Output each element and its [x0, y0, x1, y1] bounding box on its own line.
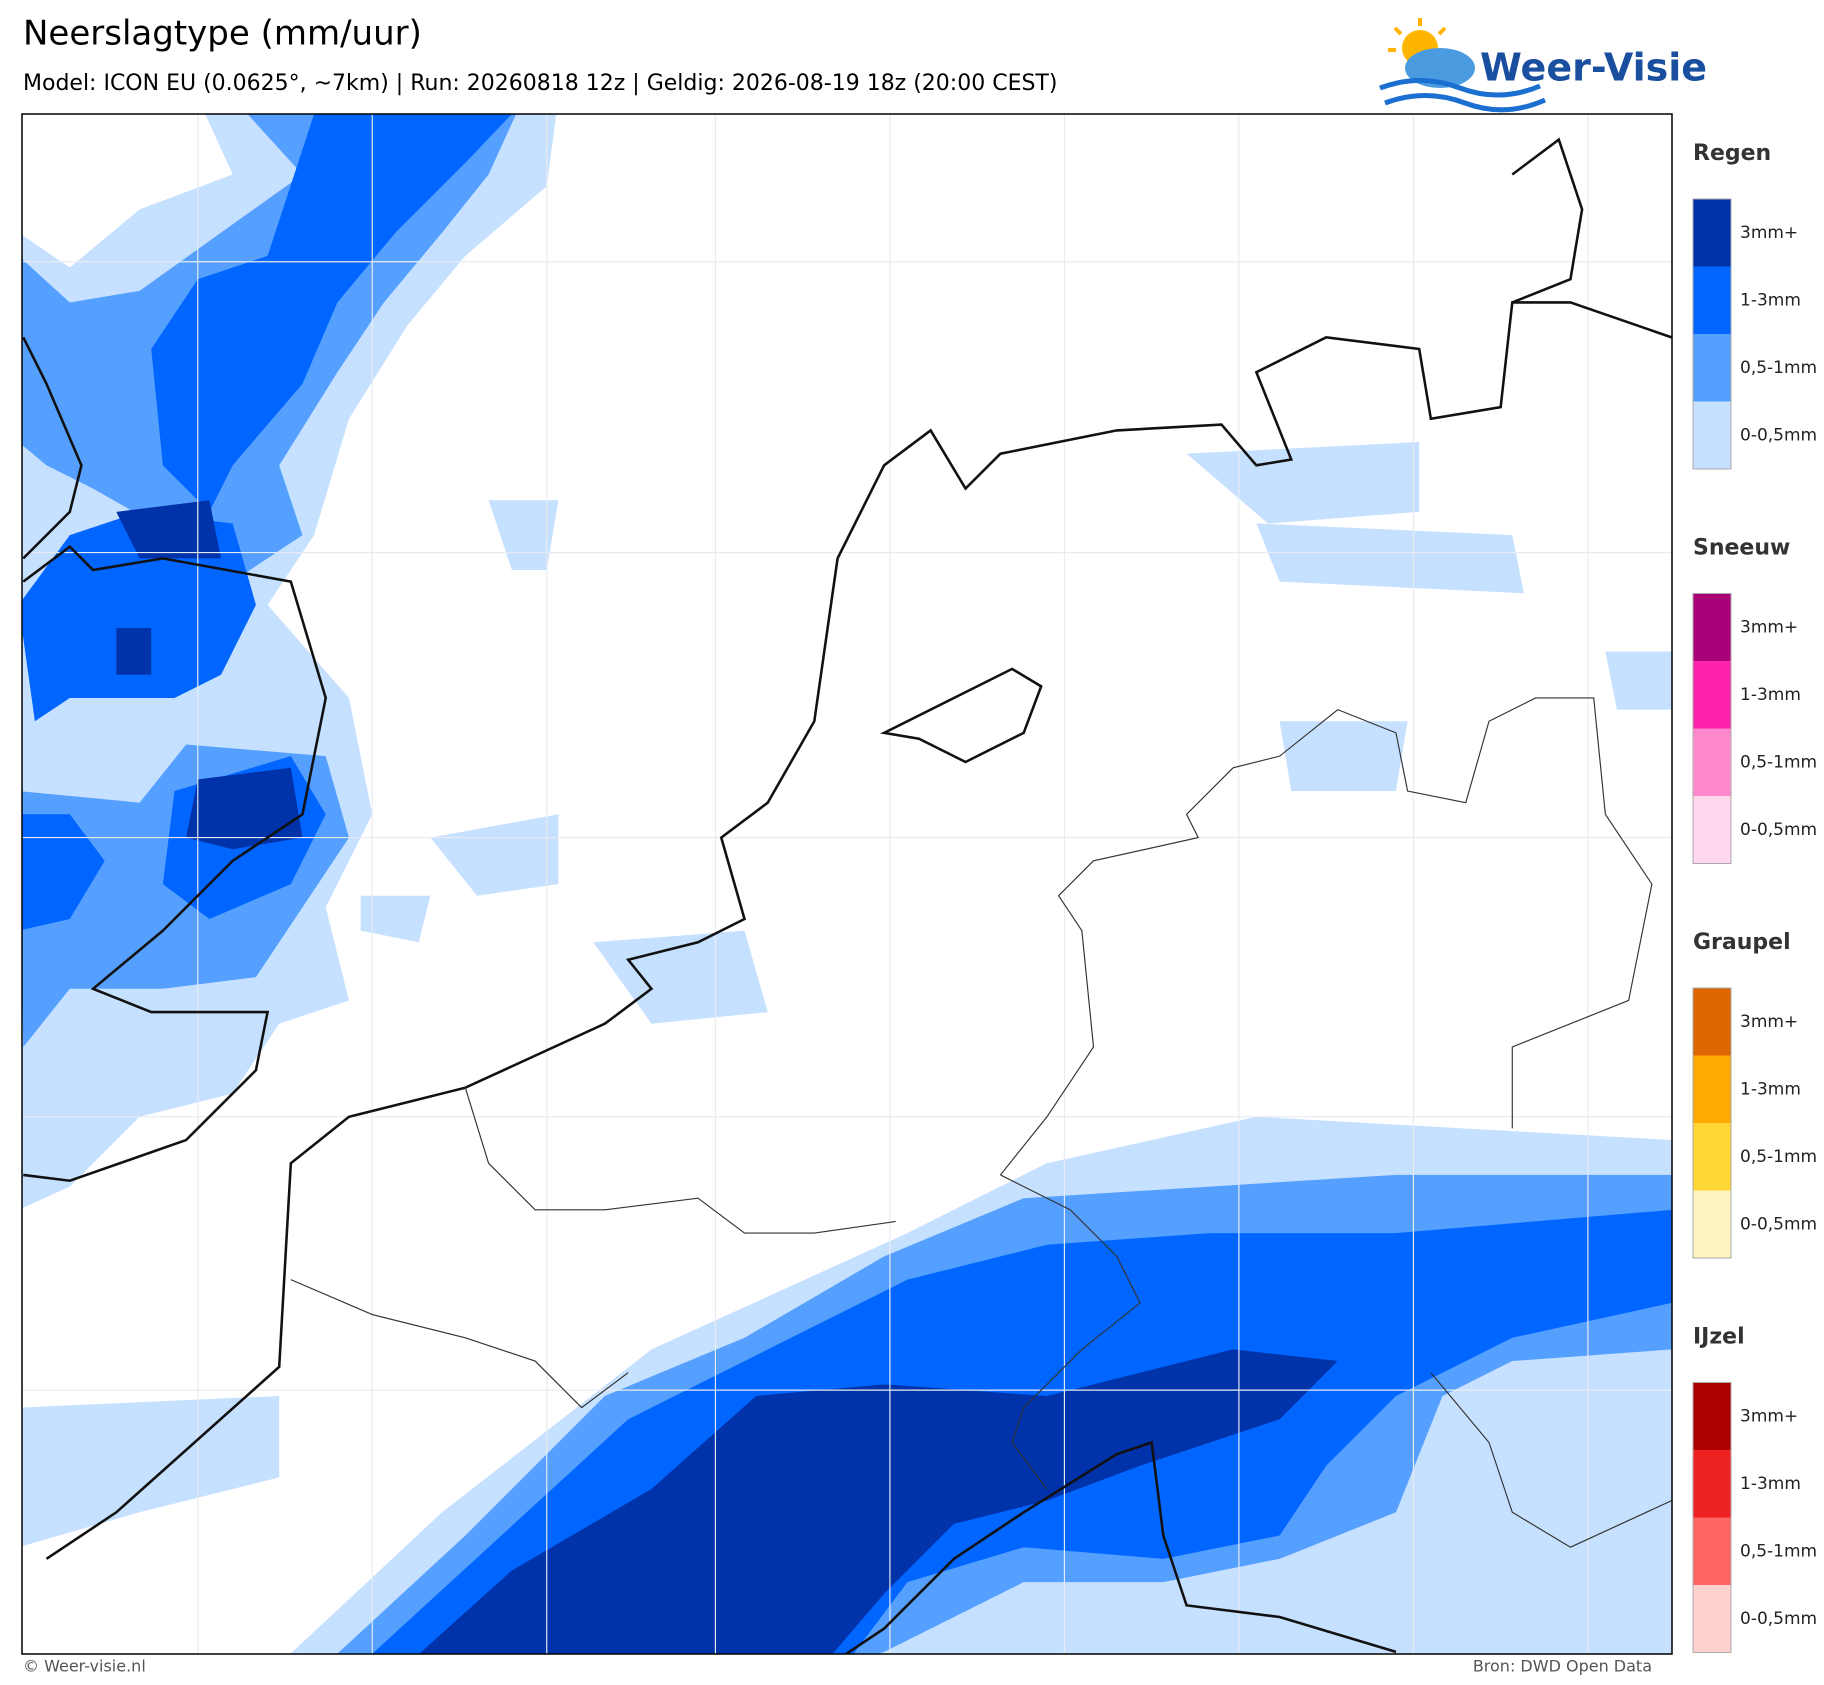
legend-label: 0,5-1mm	[1740, 1541, 1817, 1561]
legend-swatch	[1693, 1517, 1731, 1585]
legend-swatch	[1693, 266, 1731, 334]
legend-swatch	[1693, 728, 1731, 796]
logo: Weer-Visie	[1379, 18, 1707, 113]
legend-label: 3mm+	[1740, 1012, 1798, 1032]
legend-label: 1-3mm	[1740, 1474, 1801, 1494]
legend-swatch	[1693, 593, 1731, 661]
legend-swatch	[1693, 1450, 1731, 1518]
legend-label: 0,5-1mm	[1740, 1147, 1817, 1167]
legend-label: 3mm+	[1740, 1406, 1798, 1426]
legend-title: Sneeuw	[1693, 536, 1790, 561]
legend-box	[1692, 593, 1732, 864]
legend-swatch	[1693, 199, 1731, 267]
title: Neerslagtype (mm/uur)	[23, 14, 422, 54]
legend-swatch	[1693, 334, 1731, 402]
legend-box	[1692, 987, 1732, 1259]
legend-box	[1692, 198, 1732, 470]
subtitle: Model: ICON EU (0.0625°, ~7km) | Run: 20…	[23, 71, 1057, 96]
legend-box	[1692, 1382, 1732, 1653]
logo-text: Weer-Visie	[1480, 46, 1707, 90]
legend-title: IJzel	[1693, 1325, 1745, 1350]
legend-label: 0,5-1mm	[1740, 752, 1817, 772]
legend-label: 0-0,5mm	[1740, 1609, 1817, 1629]
legend-label: 1-3mm	[1740, 290, 1801, 310]
legend-swatch	[1693, 988, 1731, 1056]
map	[22, 114, 1672, 1654]
legend-swatch	[1693, 1190, 1731, 1258]
legend-title: Regen	[1693, 141, 1771, 166]
legend-group: Sneeuw 3mm+ 1-3mm 0,5-1mm 0-0,5mm	[1692, 536, 1817, 864]
legend-label: 3mm+	[1740, 223, 1798, 243]
legend-title: Graupel	[1693, 930, 1791, 955]
legend-label: 0-0,5mm	[1740, 425, 1817, 445]
legend-label: 3mm+	[1740, 617, 1798, 637]
legend-group: IJzel 3mm+ 1-3mm 0,5-1mm 0-0,5mm	[1692, 1325, 1817, 1653]
legend-group: Graupel 3mm+ 1-3mm 0,5-1mm 0-0,5mm	[1692, 930, 1817, 1259]
legend-swatch	[1693, 1123, 1731, 1191]
legend-label: 0-0,5mm	[1740, 820, 1817, 840]
footer-left: © Weer-visie.nl	[23, 1657, 146, 1676]
legend-swatch	[1693, 1585, 1731, 1653]
legend-swatch	[1693, 401, 1731, 469]
legend-label: 0-0,5mm	[1740, 1214, 1817, 1234]
legend-label: 1-3mm	[1740, 685, 1801, 705]
legend-swatch	[1693, 1382, 1731, 1450]
legend: Regen 3mm+ 1-3mm 0,5-1mm 0-0,5mm Sneeuw 3mm+ 1-…	[1692, 141, 1817, 1653]
footer-right: Bron: DWD Open Data	[1473, 1657, 1652, 1676]
legend-swatch	[1693, 661, 1731, 729]
legend-label: 0,5-1mm	[1740, 358, 1817, 378]
legend-swatch	[1693, 1055, 1731, 1123]
legend-group: Regen 3mm+ 1-3mm 0,5-1mm 0-0,5mm	[1692, 141, 1817, 470]
legend-swatch	[1693, 796, 1731, 864]
legend-label: 1-3mm	[1740, 1079, 1801, 1099]
map-frame	[21, 113, 1673, 1655]
